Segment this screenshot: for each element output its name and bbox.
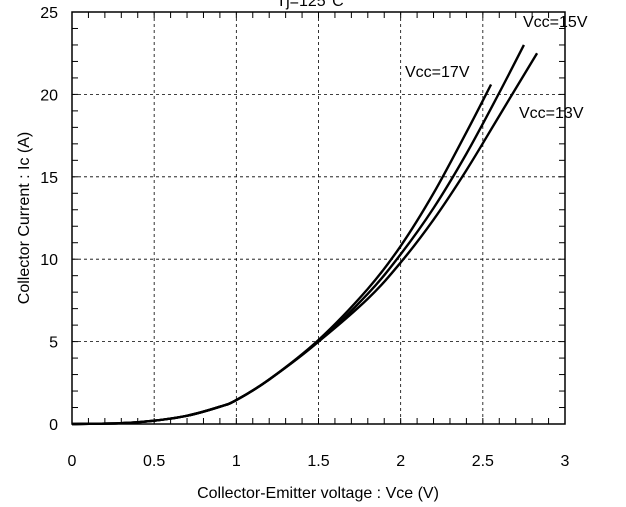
x-tick-label: 3 — [561, 453, 570, 470]
series-label-vcc-15v: Vcc=15V — [523, 14, 588, 31]
plot-frame — [71, 11, 566, 425]
series-curves — [71, 44, 539, 426]
minor-ticks — [71, 11, 566, 425]
x-tick-label: 0.5 — [143, 453, 165, 470]
y-axis-label: Collector Current : Ic (A) — [16, 132, 33, 304]
y-tick-label: 5 — [49, 335, 58, 352]
chart-title: Tj=125°C — [276, 0, 343, 10]
y-tick-label: 20 — [40, 87, 58, 104]
y-tick-label: 0 — [49, 417, 58, 434]
x-tick-label: 1 — [232, 453, 241, 470]
x-tick-label: 2 — [396, 453, 405, 470]
x-tick-labels: 0 0.5 1 1.5 2 2.5 3 — [68, 453, 570, 470]
grid-lines — [72, 12, 565, 424]
series-label-vcc-17v: Vcc=17V — [405, 64, 470, 81]
series-line-vcc-17v — [71, 83, 493, 426]
y-tick-label: 15 — [40, 170, 58, 187]
y-tick-label: 25 — [40, 5, 58, 22]
x-tick-label: 2.5 — [472, 453, 494, 470]
x-tick-label: 0 — [68, 453, 77, 470]
series-labels: Vcc=17V Vcc=15V Vcc=13V — [405, 14, 588, 122]
x-axis-label: Collector-Emitter voltage : Vce (V) — [197, 485, 439, 502]
x-tick-label: 1.5 — [307, 453, 329, 470]
series-line-vcc-13v — [71, 52, 539, 426]
y-tick-labels: 0 5 10 15 20 25 — [40, 5, 58, 434]
series-line-vcc-15v — [71, 44, 525, 426]
series-label-vcc-13v: Vcc=13V — [519, 105, 584, 122]
y-tick-label: 10 — [40, 252, 58, 269]
